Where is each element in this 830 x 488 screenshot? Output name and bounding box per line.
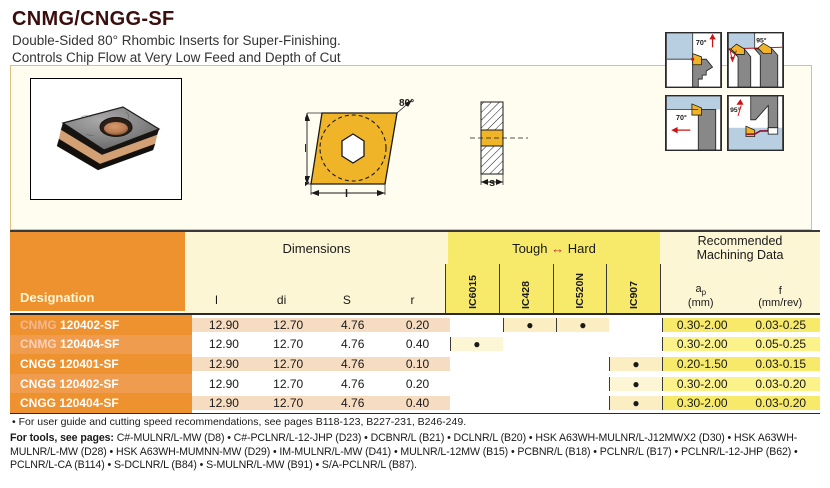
svg-text:70°: 70° [676,114,687,122]
svg-text:70°: 70° [696,39,707,47]
svg-text:95°: 95° [756,37,767,45]
svg-text:80°: 80° [399,98,414,109]
svg-text:d: d [305,143,307,155]
svg-text:l: l [345,188,348,200]
svg-text:s: s [489,177,495,189]
